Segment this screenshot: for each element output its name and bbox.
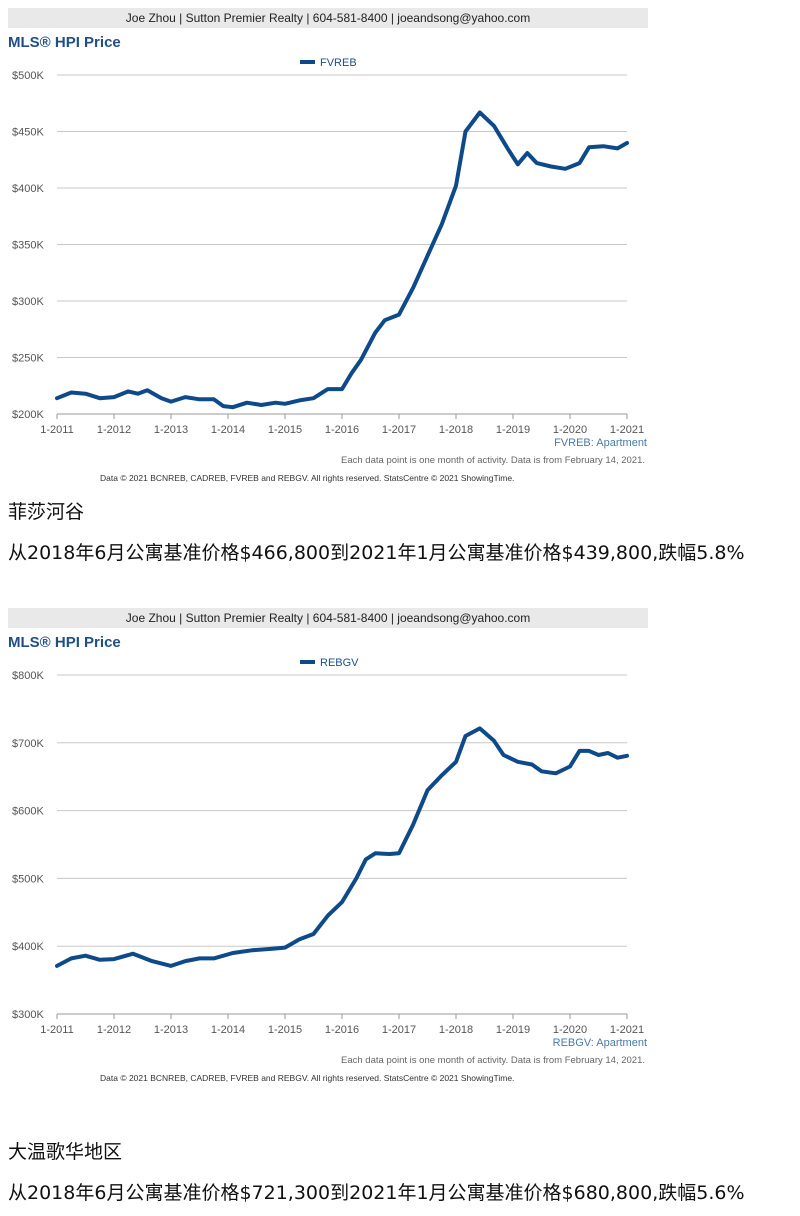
chart-title: MLS® HPI Price — [8, 634, 121, 651]
y-tick-label: $500K — [12, 70, 44, 82]
x-tick-label: 1-2013 — [154, 424, 188, 436]
line-chart-rebgv: REBGV $300K $400K $500K $600K $700K $800K 1-201… — [12, 657, 647, 1083]
x-tick-label: 1-2017 — [382, 1024, 416, 1036]
copyright-text: Data © 2021 BCNREB, CADREB, FVREB and RE… — [100, 1073, 514, 1083]
y-tick-label: $400K — [12, 941, 44, 953]
x-tick-label: 1-2018 — [439, 424, 473, 436]
x-tick-label: 1-2016 — [325, 424, 359, 436]
legend-label: FVREB — [320, 57, 357, 69]
legend-label: REBGV — [320, 657, 359, 669]
chart-panel-rebgv: Joe Zhou | Sutton Premier Realty | 604-5… — [0, 600, 745, 1216]
x-tick-label: 1-2021 — [610, 424, 644, 436]
series-region-label: FVREB: Apartment — [554, 437, 647, 449]
x-tick-label: 1-2014 — [211, 1024, 245, 1036]
price-change-text: 从2018年6月公寓基准价格$466,800到2021年1月公寓基准价格$439… — [8, 542, 745, 564]
region-title: 大温歌华地区 — [8, 1141, 123, 1163]
chart-title: MLS® HPI Price — [8, 34, 121, 51]
data-note: Each data point is one month of activity… — [341, 1055, 645, 1066]
agent-contact-bar: Joe Zhou | Sutton Premier Realty | 604-5… — [8, 8, 648, 28]
legend: FVREB — [300, 57, 357, 69]
x-tick-label: 1-2011 — [40, 1024, 73, 1036]
copyright-text: Data © 2021 BCNREB, CADREB, FVREB and RE… — [100, 473, 514, 483]
chart-panel-fvreb: Joe Zhou | Sutton Premier Realty | 604-5… — [0, 0, 745, 600]
x-tick-label: 1-2015 — [268, 424, 302, 436]
y-tick-label: $500K — [12, 873, 44, 885]
x-tick-label: 1-2015 — [268, 1024, 302, 1036]
region-title: 菲莎河谷 — [8, 501, 85, 523]
y-tick-label: $400K — [12, 183, 44, 195]
x-tick-label: 1-2011 — [40, 424, 73, 436]
y-tick-label: $200K — [12, 409, 44, 421]
y-tick-label: $600K — [12, 806, 44, 818]
y-tick-label: $300K — [12, 1009, 44, 1021]
y-tick-label: $250K — [12, 353, 44, 365]
x-tick-label: 1-2012 — [97, 424, 131, 436]
x-tick-label: 1-2019 — [496, 424, 530, 436]
y-tick-label: $350K — [12, 240, 44, 252]
legend: REBGV — [300, 657, 359, 669]
x-tick-label: 1-2013 — [154, 1024, 188, 1036]
y-tick-label: $700K — [12, 738, 44, 750]
y-tick-label: $450K — [12, 127, 44, 139]
x-tick-label: 1-2020 — [553, 1024, 587, 1036]
agent-contact-bar: Joe Zhou | Sutton Premier Realty | 604-5… — [8, 608, 648, 628]
series-region-label: REBGV: Apartment — [553, 1037, 647, 1049]
price-change-text: 从2018年6月公寓基准价格$721,300到2021年1月公寓基准价格$680… — [8, 1182, 745, 1204]
x-tick-label: 1-2012 — [97, 1024, 131, 1036]
x-tick-label: 1-2016 — [325, 1024, 359, 1036]
x-tick-label: 1-2017 — [382, 424, 416, 436]
x-tick-label: 1-2018 — [439, 1024, 473, 1036]
x-tick-label: 1-2019 — [496, 1024, 530, 1036]
series-line-fvreb — [55, 110, 629, 410]
line-chart-fvreb: FVREB $200K $250K $300K $350K $400K $450K $500K… — [12, 57, 647, 483]
y-tick-label: $800K — [12, 670, 44, 682]
x-tick-label: 1-2021 — [610, 1024, 644, 1036]
data-note: Each data point is one month of activity… — [341, 455, 645, 466]
series-line-rebgv — [55, 726, 629, 968]
y-tick-label: $300K — [12, 296, 44, 308]
x-tick-label: 1-2020 — [553, 424, 587, 436]
x-tick-label: 1-2014 — [211, 424, 245, 436]
